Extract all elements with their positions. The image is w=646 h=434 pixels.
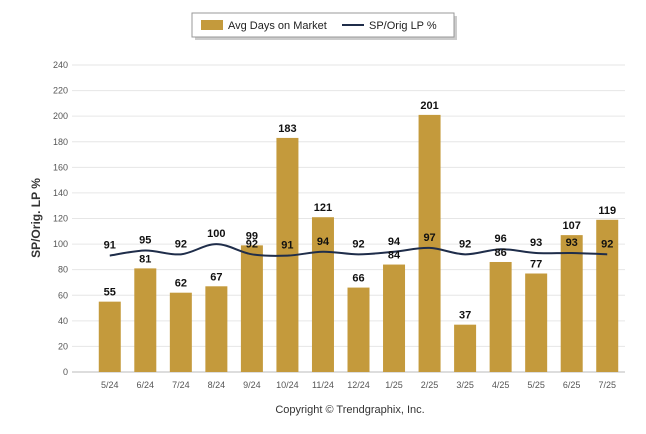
line-value-label: 92 — [246, 238, 258, 250]
copyright-text: Copyright © Trendgraphix, Inc. — [275, 404, 424, 416]
bar-value-label: 183 — [278, 123, 296, 135]
y-axis-ticks: 0 20 40 60 80 100 120 140 160 180 200 220 240 — [53, 60, 68, 377]
y-tick-label: 100 — [53, 239, 68, 249]
y-tick-label: 120 — [53, 214, 68, 224]
line-value-label: 93 — [530, 237, 542, 249]
line-value-label: 100 — [207, 228, 225, 240]
line-value-label: 92 — [175, 238, 187, 250]
x-tick-label: 6/24 — [137, 380, 155, 390]
line-value-label: 94 — [317, 236, 330, 248]
y-tick-label: 0 — [63, 367, 68, 377]
x-tick-label: 8/24 — [208, 380, 226, 390]
legend: Avg Days on Market SP/Orig LP % — [191, 12, 457, 40]
line-series — [109, 243, 608, 257]
legend-swatch-avg-days — [201, 20, 223, 30]
bar-value-label: 99 — [246, 230, 258, 242]
bar-value-label: 81 — [139, 253, 151, 265]
bar — [347, 287, 370, 372]
bar — [454, 324, 477, 372]
line-series-sp-orig — [109, 243, 608, 257]
bar — [134, 268, 157, 372]
bar — [205, 286, 228, 372]
y-tick-label: 140 — [53, 188, 68, 198]
x-tick-label: 12/24 — [347, 380, 370, 390]
line-value-label: 92 — [601, 238, 613, 250]
y-tick-label: 180 — [53, 137, 68, 147]
bar — [596, 219, 619, 372]
bar — [383, 264, 406, 372]
bar — [311, 217, 334, 372]
line-value-label: 91 — [104, 240, 116, 252]
bar-value-label: 119 — [598, 205, 616, 217]
y-tick-label: 160 — [53, 162, 68, 172]
bar-value-label: 67 — [210, 271, 222, 283]
data-labels: 55 81 62 67 99 183 121 66 84 201 37 86 77 107 119 91 95 9… — [104, 100, 616, 322]
x-tick-label: 3/25 — [456, 380, 474, 390]
line-value-label: 95 — [139, 234, 151, 246]
y-tick-label: 20 — [58, 341, 68, 351]
y-tick-label: 40 — [58, 316, 68, 326]
x-tick-label: 4/25 — [492, 380, 510, 390]
y-axis-label: SP/Orig. LP % — [29, 178, 43, 258]
line-value-label: 96 — [495, 233, 507, 245]
bar — [418, 114, 441, 372]
x-tick-label: 2/25 — [421, 380, 439, 390]
y-tick-label: 220 — [53, 86, 68, 96]
bar — [489, 261, 512, 372]
bar-value-label: 77 — [530, 259, 542, 271]
bar — [525, 273, 548, 372]
legend-label-sp-orig: SP/Orig LP % — [369, 20, 437, 32]
bars — [98, 114, 619, 372]
bar-value-label: 86 — [495, 247, 507, 259]
bar — [169, 292, 192, 372]
y-tick-label: 60 — [58, 290, 68, 300]
bar-value-label: 37 — [459, 310, 471, 322]
bar-value-label: 66 — [352, 273, 364, 285]
x-tick-label: 11/24 — [312, 380, 334, 390]
x-tick-label: 10/24 — [276, 380, 299, 390]
x-tick-label: 5/24 — [101, 380, 119, 390]
line-value-label: 94 — [388, 236, 401, 248]
bar-value-label: 84 — [388, 250, 401, 262]
bar-value-label: 121 — [314, 202, 332, 214]
line-value-label: 91 — [281, 240, 293, 252]
x-tick-label: 6/25 — [563, 380, 581, 390]
x-tick-label: 7/25 — [598, 380, 616, 390]
y-tick-label: 80 — [58, 265, 68, 275]
bar-value-label: 55 — [104, 287, 116, 299]
x-tick-label: 5/25 — [527, 380, 545, 390]
bar-value-label: 107 — [563, 220, 581, 232]
line-value-label: 92 — [352, 238, 364, 250]
bar-value-label: 62 — [175, 278, 187, 290]
line-value-label: 92 — [459, 238, 471, 250]
y-tick-label: 240 — [53, 60, 68, 70]
x-axis-ticks: 5/24 6/24 7/24 8/24 9/24 10/24 11/24 12/24 1/25 2… — [101, 380, 616, 390]
x-tick-label: 7/24 — [172, 380, 190, 390]
legend-label-avg-days: Avg Days on Market — [228, 20, 327, 32]
bar — [98, 301, 121, 372]
bar — [560, 235, 583, 372]
line-value-label: 97 — [423, 232, 435, 244]
line-value-label: 93 — [566, 237, 578, 249]
x-tick-label: 1/25 — [385, 380, 403, 390]
y-tick-label: 200 — [53, 111, 68, 121]
bar-value-label: 201 — [420, 100, 438, 112]
bar — [240, 245, 263, 372]
x-tick-label: 9/24 — [243, 380, 261, 390]
